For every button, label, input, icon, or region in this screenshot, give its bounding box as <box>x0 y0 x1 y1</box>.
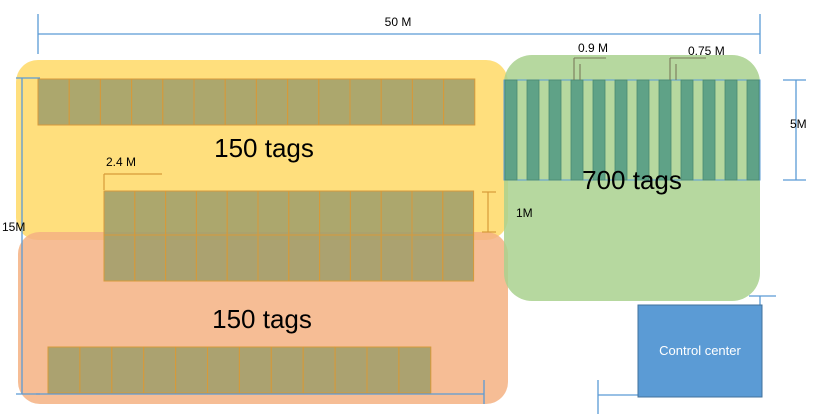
rack-row-middle <box>103 190 475 282</box>
control-center-label: Control center <box>659 343 741 358</box>
rack-cell <box>238 346 272 394</box>
tag-bar <box>658 79 672 181</box>
rack-cell <box>165 190 197 236</box>
rack-cell <box>195 234 228 282</box>
rack-cell <box>68 78 101 126</box>
rack-cell <box>79 346 113 394</box>
rack-cell <box>411 234 444 282</box>
yellow-zone-label: 150 tags <box>214 133 314 163</box>
aisle-label: 1M <box>516 206 533 220</box>
green-bar-row <box>503 79 761 181</box>
rack-cell <box>287 78 320 126</box>
tag-bar <box>504 79 518 181</box>
slot-a-label: 0.9 M <box>578 41 608 55</box>
rack-cell <box>442 234 475 282</box>
rack-cell <box>288 234 321 282</box>
rack-cell <box>319 190 351 236</box>
slot-dimension-lines <box>573 57 706 80</box>
rack-cell <box>270 346 304 394</box>
right-height-label: 5M <box>790 117 807 131</box>
rack-cell <box>103 190 136 236</box>
rack-cell <box>443 78 476 126</box>
rack-cell <box>442 190 475 236</box>
tag-bar <box>724 79 738 181</box>
rack-cell <box>111 346 145 394</box>
tag-bar <box>592 79 606 181</box>
rack-cell <box>366 346 400 394</box>
rack-dimension-lines <box>103 173 496 233</box>
rack-cell <box>103 234 136 282</box>
rack-cell <box>349 234 382 282</box>
rack-cell <box>380 234 413 282</box>
control-center-box <box>637 304 763 398</box>
tag-bar <box>570 79 584 181</box>
rack-cell <box>398 346 432 394</box>
tag-bar <box>746 79 760 181</box>
rack-cell <box>380 190 413 236</box>
total-height-label: 15M <box>2 220 25 234</box>
rack-row-top <box>37 78 476 126</box>
rack-cell <box>162 78 195 126</box>
rack-cell <box>349 78 382 126</box>
rack-row-bottom <box>47 346 432 394</box>
rack-cell <box>349 190 382 236</box>
orange-zone-label: 150 tags <box>212 304 312 334</box>
rack-cell <box>411 78 445 126</box>
rack-width-label: 2.4 M <box>106 155 136 169</box>
rack-cell <box>99 78 133 126</box>
rack-cell <box>134 190 167 236</box>
tag-bar <box>702 79 716 181</box>
rack-cell <box>226 234 259 282</box>
rack-cell <box>302 346 336 394</box>
rack-cell <box>134 234 167 282</box>
green-zone-label: 700 tags <box>582 165 682 195</box>
rack-cell <box>257 190 290 236</box>
slot-b-label: 0.75 M <box>688 44 725 58</box>
rack-cell <box>47 346 81 394</box>
rack-cell <box>131 78 164 126</box>
bar-row-outline <box>503 79 761 181</box>
rack-cell <box>288 190 321 236</box>
rack-cell <box>193 78 226 126</box>
rack-cell <box>257 234 290 282</box>
rack-cell <box>334 346 368 394</box>
rack-cell <box>226 190 259 236</box>
rack-cell <box>143 346 177 394</box>
tag-bar <box>548 79 562 181</box>
rack-cell <box>318 78 351 126</box>
dimension-lines <box>16 14 806 414</box>
rack-cell <box>195 190 228 236</box>
rack-cell <box>165 234 197 282</box>
tag-bar <box>680 79 694 181</box>
rack-cell <box>255 78 289 126</box>
rack-cell <box>380 78 413 126</box>
tag-bar <box>614 79 628 181</box>
rack-cell <box>224 78 257 126</box>
rack-cell <box>207 346 240 394</box>
rack-cell <box>175 346 209 394</box>
green-zone <box>504 55 760 301</box>
rack-cell <box>37 78 70 126</box>
total-width-label: 50 M <box>385 15 412 29</box>
rack-cell <box>319 234 351 282</box>
rack-cell <box>411 190 444 236</box>
tag-bar <box>526 79 540 181</box>
tag-bar <box>636 79 650 181</box>
